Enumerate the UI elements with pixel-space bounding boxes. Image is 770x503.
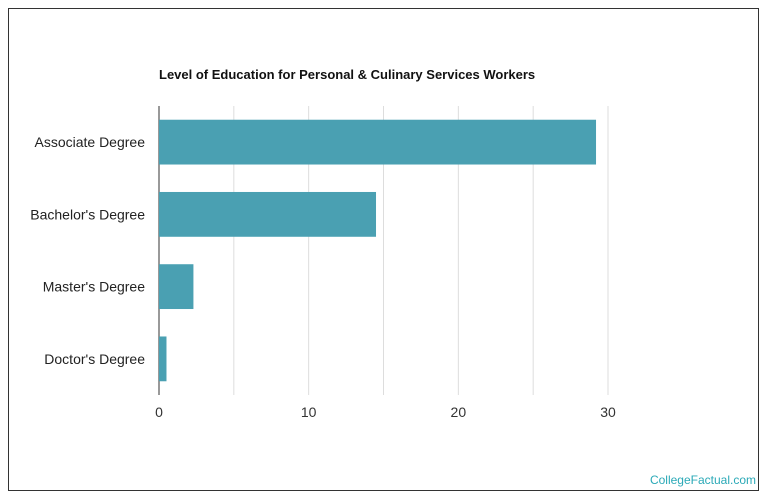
- bar: [159, 191, 377, 237]
- x-tick-label: 10: [301, 404, 317, 420]
- category-label: Bachelor's Degree: [30, 206, 145, 222]
- category-label: Master's Degree: [43, 279, 145, 295]
- watermark-link[interactable]: CollegeFactual.com: [649, 473, 756, 487]
- bar: [159, 119, 597, 165]
- bar: [159, 264, 194, 310]
- category-label: Doctor's Degree: [44, 351, 145, 367]
- category-label: Associate Degree: [34, 134, 145, 150]
- chart-frame: [8, 8, 759, 491]
- x-tick-label: 30: [600, 404, 616, 420]
- chart-title: Level of Education for Personal & Culina…: [159, 67, 536, 82]
- x-tick-label: 20: [451, 404, 467, 420]
- x-tick-label: 0: [155, 404, 163, 420]
- bar: [159, 336, 167, 382]
